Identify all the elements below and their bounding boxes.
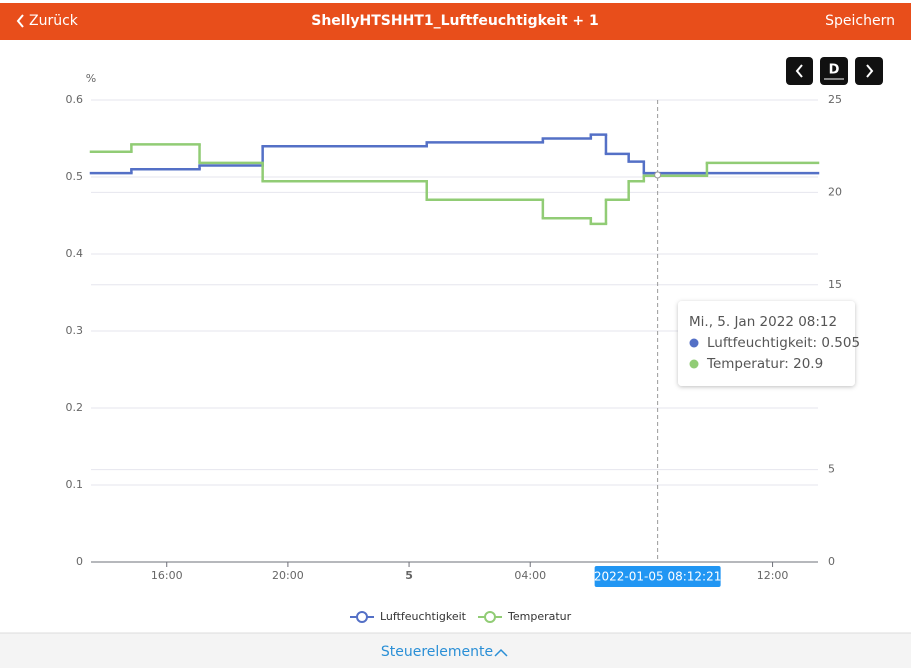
y-tick-label: 0.4	[66, 247, 84, 260]
legend-label: Temperatur	[507, 610, 572, 623]
tooltip-box	[678, 301, 855, 386]
page-title: ShellyHTSHHT1_Luftfeuchtigkeit + 1	[311, 13, 599, 29]
save-button[interactable]: Speichern	[825, 13, 895, 29]
y2-tick-label: 5	[828, 463, 835, 476]
y2-tick-label: 15	[828, 278, 842, 291]
y-tick-label: 0.6	[66, 93, 84, 106]
legend-marker	[356, 611, 368, 623]
x-tick-label: 04:00	[514, 569, 546, 582]
prev-icon	[795, 64, 803, 78]
y-tick-label: 0.2	[66, 401, 84, 414]
tooltip: Mi., 5. Jan 2022 08:12 Luftfeuchtigkeit: …	[678, 301, 860, 386]
tooltip-line: Temperatur: 20.9	[706, 356, 823, 372]
x-tick-label: 20:00	[272, 569, 304, 582]
tooltip-dot	[689, 338, 699, 348]
back-button[interactable]: Zurück	[29, 13, 79, 29]
y-tick-label: 0	[76, 555, 83, 568]
series-line	[89, 143, 820, 226]
series-line	[89, 133, 820, 175]
y2-tick-label: 20	[828, 185, 842, 198]
x-tick-label: 12:00	[757, 569, 789, 582]
header-bar	[0, 3, 911, 40]
crosshair-label: 2022-01-05 08:12:21	[594, 570, 721, 584]
crosshair-label-bg	[594, 566, 721, 587]
plot: 0 0.1 0.2 0.3 0.4 0.5 0.6 0 5 15 20 25 16:00 20:00 5 04…	[66, 93, 860, 623]
prev-button[interactable]	[786, 57, 813, 85]
tooltip-line: Luftfeuchtigkeit: 0.505	[707, 335, 860, 351]
controls-toggle[interactable]: Steuerelemente	[381, 644, 493, 660]
y-tick-label: 0.5	[66, 170, 84, 183]
footer-bar	[0, 633, 911, 668]
legend-label: Luftfeuchtigkeit	[380, 610, 467, 623]
y2-tick-label: 0	[828, 555, 835, 568]
y-tick-label: 0.3	[66, 324, 84, 337]
y-unit: %	[86, 72, 96, 85]
next-button[interactable]	[855, 57, 883, 85]
next-icon	[866, 64, 874, 78]
crosshair-point	[654, 171, 662, 179]
x-tick-label: 5	[405, 569, 413, 582]
y-tick-label: 0.1	[66, 478, 84, 491]
period-label: D	[829, 63, 840, 78]
tooltip-dot	[689, 359, 699, 369]
x-tick-label: 16:00	[151, 569, 183, 582]
tooltip-title: Mi., 5. Jan 2022 08:12	[689, 314, 837, 330]
legend-marker	[484, 611, 496, 623]
back-icon[interactable]	[16, 14, 24, 28]
y2-tick-label: 25	[828, 93, 842, 106]
period-button[interactable]	[820, 57, 848, 85]
controls-icon[interactable]	[494, 648, 508, 657]
